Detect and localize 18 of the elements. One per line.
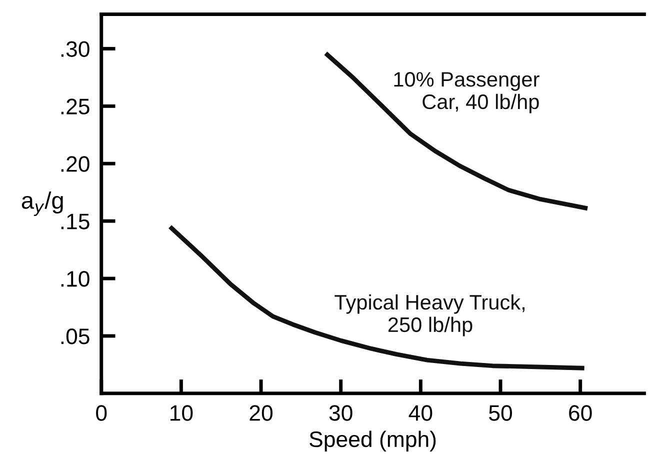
x-tick-label: 30 bbox=[329, 405, 352, 421]
x-tick-label: 60 bbox=[569, 405, 592, 421]
x-tick-label: 0 bbox=[96, 405, 107, 421]
y-tick-label: .15 bbox=[61, 214, 90, 230]
y-tick-label: .30 bbox=[61, 41, 90, 57]
x-tick-label: 20 bbox=[250, 405, 273, 421]
series-label: 10% Passenger Car, 40 lb/hp bbox=[394, 72, 540, 114]
series-label: Typical Heavy Truck, 250 lb/hp bbox=[334, 294, 524, 336]
y-tick-label: .20 bbox=[61, 156, 90, 172]
x-tick-label: 10 bbox=[170, 405, 193, 421]
line-series bbox=[323, 51, 590, 211]
y-tick-label: .25 bbox=[61, 98, 90, 114]
x-tick-label: 40 bbox=[408, 405, 432, 421]
y-axis-title: a$_{y}$/g bbox=[22, 192, 63, 216]
y-tick-label: .05 bbox=[61, 328, 90, 344]
x-tick-label: 50 bbox=[489, 405, 512, 421]
x-axis-title: Speed (mph) bbox=[310, 430, 436, 452]
y-tick-label: .10 bbox=[61, 271, 90, 287]
